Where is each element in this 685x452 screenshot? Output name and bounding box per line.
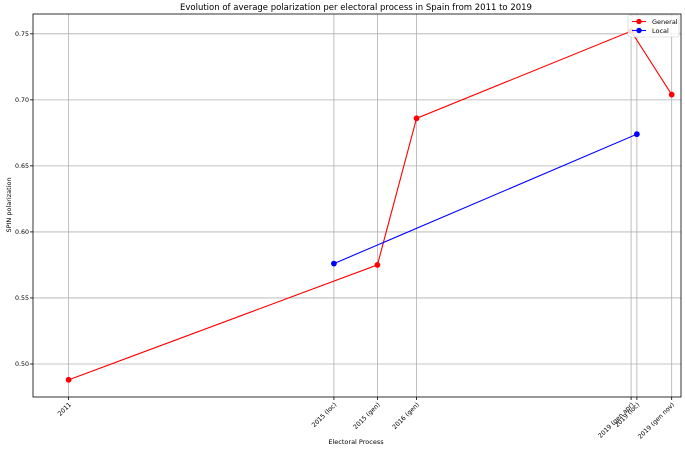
y-tick-label: 0.55 — [15, 295, 29, 302]
x-tick-label: 2015 (gen) — [352, 401, 382, 431]
y-tick-label: 0.65 — [15, 163, 29, 170]
x-tick-label: 2019 (gen nov) — [637, 401, 676, 440]
series-layer — [65, 28, 675, 383]
data-point-general — [413, 115, 420, 122]
y-tick-label: 0.70 — [15, 97, 29, 104]
data-point-local — [331, 260, 337, 267]
data-point-local — [633, 131, 640, 138]
chart-title: Evolution of average polarization per el… — [180, 3, 532, 13]
series-line-local — [333, 133, 638, 265]
y-tick-label: 0.75 — [15, 31, 29, 38]
y-tick-label: 0.50 — [15, 361, 29, 368]
legend-marker-general — [636, 18, 642, 25]
data-point-general — [668, 91, 675, 98]
ticks: 0.50 0.55 0.60 0.65 0.70 0.75 2011 2015 (loc) 20… — [15, 31, 676, 441]
data-point-general — [65, 376, 72, 383]
data-point-general — [374, 262, 381, 268]
y-tick-label: 0.60 — [15, 229, 29, 236]
x-tick-label: 2015 (loc) — [311, 401, 339, 429]
x-tick-label: 2011 — [57, 401, 73, 417]
grid — [33, 14, 681, 397]
y-axis-label: SPIN polarization — [5, 177, 13, 232]
plot-frame — [32, 13, 682, 398]
legend-marker-local — [636, 27, 642, 34]
series-line-general — [68, 30, 673, 381]
legend-label-local: Local — [652, 27, 669, 35]
x-tick-label: 2016 (gen) — [391, 401, 421, 431]
x-axis-label: Electoral Process — [328, 438, 384, 446]
legend-label-general: General — [652, 18, 678, 26]
